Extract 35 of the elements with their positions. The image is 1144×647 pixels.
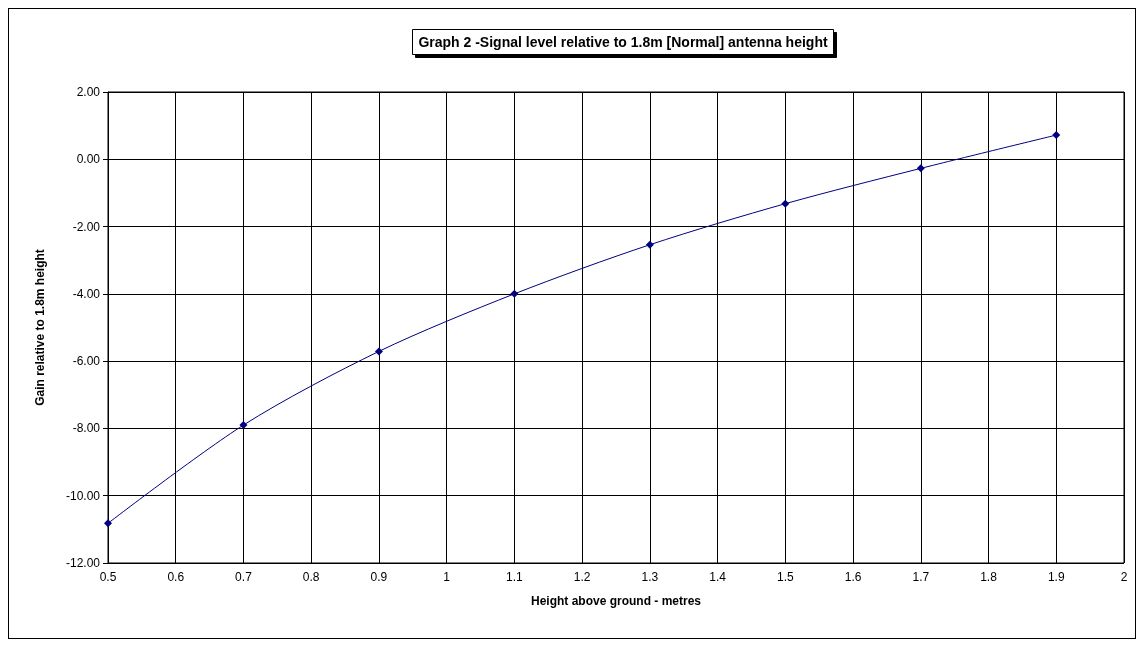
y-axis-title: Gain relative to 1.8m height <box>33 249 47 406</box>
point <box>781 199 790 208</box>
x-tick-label: 1.4 <box>709 570 727 584</box>
x-tick-label: 1.2 <box>573 570 591 584</box>
y-tick-label: -8.00 <box>72 421 101 436</box>
x-tick-label: 0.7 <box>235 570 253 584</box>
point <box>239 421 248 430</box>
x-tick-label: 1.6 <box>844 570 862 584</box>
point <box>1052 131 1061 140</box>
x-tick-label: 0.5 <box>99 570 117 584</box>
x-tick-label: 0.9 <box>370 570 388 584</box>
y-tick-label: -10.00 <box>65 488 101 503</box>
x-tick-label: 1.9 <box>1047 570 1065 584</box>
x-tick-label: 1 <box>443 570 451 584</box>
y-tick-label: -4.00 <box>72 286 101 301</box>
point <box>916 164 925 173</box>
x-tick-label: 2 <box>1120 570 1128 584</box>
y-tick-label: 2.00 <box>76 85 101 99</box>
y-tick-label: -2.00 <box>72 219 101 234</box>
x-tick-label: 1.7 <box>912 570 930 584</box>
chart-title: Graph 2 -Signal level relative to 1.8m [Normal] antenna height <box>418 34 828 50</box>
x-tick-label: 1.1 <box>506 570 524 584</box>
point <box>104 519 112 528</box>
y-tick-label: -6.00 <box>72 354 101 369</box>
x-tick-label: 1.8 <box>980 570 998 584</box>
x-tick-label: 0.6 <box>167 570 185 584</box>
x-tick-label: 1.3 <box>641 570 659 584</box>
point <box>510 289 519 298</box>
x-axis-title: Height above ground - metres <box>530 594 702 608</box>
y-tick-label: 0.00 <box>76 152 101 167</box>
point <box>645 240 654 249</box>
x-tick-label: 1.5 <box>776 570 794 584</box>
x-tick-label: 0.8 <box>302 570 320 584</box>
y-tick-label: -12.00 <box>65 556 101 570</box>
point <box>374 347 383 356</box>
